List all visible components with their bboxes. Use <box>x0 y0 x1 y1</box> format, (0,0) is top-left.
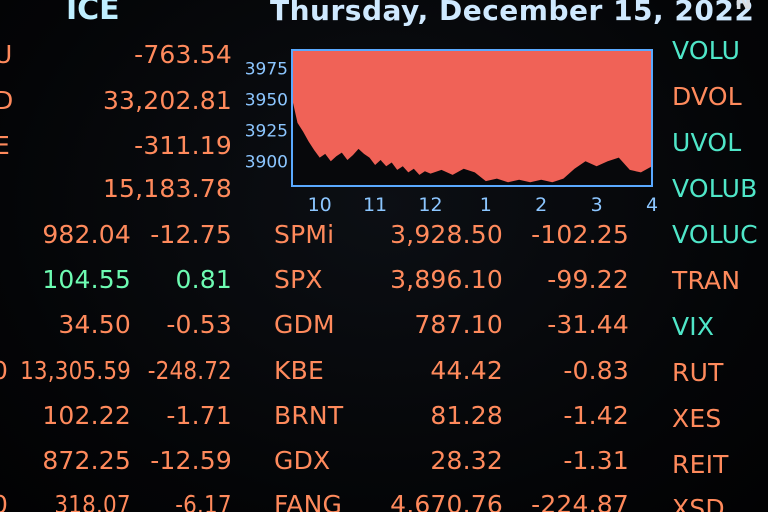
x-tick-label: 2 <box>535 194 547 216</box>
quote-value: 81.28 <box>430 401 503 430</box>
right-label: UVOL <box>672 128 742 157</box>
edge-label: D <box>0 86 14 115</box>
left-value: 102.22 <box>42 401 131 430</box>
left-change: -0.53 <box>166 310 232 339</box>
quote-symbol: SPMi <box>274 220 335 249</box>
right-label: TRAN <box>672 266 741 295</box>
quote-symbol: FANG <box>274 490 343 512</box>
right-label: DVOL <box>672 82 742 111</box>
left-value: 318.07 <box>54 490 131 512</box>
left-value: 104.55 <box>42 265 131 294</box>
quote-change: -224.87 <box>531 490 629 512</box>
quote-symbol: BRNT <box>274 401 344 430</box>
quote-change: -99.22 <box>547 265 629 294</box>
left-change: -248.72 <box>147 356 232 385</box>
x-tick-label: 10 <box>308 194 332 216</box>
top-value: -311.19 <box>134 131 232 160</box>
top-value: -763.54 <box>134 40 232 69</box>
chart-frame <box>291 49 653 187</box>
left-change: -12.59 <box>150 446 232 475</box>
corner-logo: N <box>735 0 752 14</box>
quote-value: 44.42 <box>430 356 503 385</box>
edge-label: 0 <box>0 356 8 386</box>
right-label: XSD <box>672 494 725 512</box>
intraday-chart: 3975 3950 3925 3900 10 11 12 1 2 3 4 <box>238 46 668 218</box>
right-label: VIX <box>672 312 715 341</box>
left-value: 982.04 <box>42 220 131 249</box>
quote-change: -102.25 <box>531 220 629 249</box>
left-value: 34.50 <box>58 310 131 339</box>
quote-symbol: GDM <box>274 310 335 339</box>
quote-change: -1.31 <box>563 446 629 475</box>
x-tick-label: 4 <box>646 194 658 216</box>
right-label: VOLUC <box>672 220 758 249</box>
right-label: RUT <box>672 358 724 387</box>
left-change: -1.71 <box>166 401 232 430</box>
y-tick-label: 3925 <box>245 121 288 141</box>
quote-change: -1.42 <box>563 401 629 430</box>
quote-symbol: SPX <box>274 265 323 294</box>
right-label: VOLUB <box>672 174 758 203</box>
left-change: -12.75 <box>150 220 232 249</box>
left-value: 13,305.59 <box>20 356 131 385</box>
top-value: 15,183.78 <box>102 174 232 203</box>
quote-value: 787.10 <box>414 310 503 339</box>
y-tick-label: 3950 <box>245 90 288 110</box>
top-value: 33,202.81 <box>102 86 232 115</box>
left-value: 872.25 <box>42 446 131 475</box>
quote-value: 3,896.10 <box>390 265 503 294</box>
quote-symbol: KBE <box>274 356 324 385</box>
date-header: Thursday, December 15, 2022 <box>270 0 755 27</box>
x-tick-label: 3 <box>591 194 603 216</box>
quote-change: -0.83 <box>563 356 629 385</box>
x-tick-label: 11 <box>363 194 387 216</box>
right-label: VOLU <box>672 36 741 65</box>
x-tick-label: 12 <box>418 194 442 216</box>
quote-value: 28.32 <box>430 446 503 475</box>
edge-label: 0 <box>0 490 8 512</box>
left-change: -6.17 <box>175 490 232 512</box>
edge-label: E <box>0 131 10 160</box>
right-label: XES <box>672 404 722 433</box>
ice-logo: ICE <box>66 0 120 27</box>
edge-label: U <box>0 40 13 69</box>
quote-symbol: GDX <box>274 446 331 475</box>
left-change: 0.81 <box>175 265 232 294</box>
quote-value: 4,670.76 <box>390 490 503 512</box>
quote-change: -31.44 <box>547 310 629 339</box>
chart-series-line <box>292 98 652 186</box>
y-tick-label: 3900 <box>245 152 288 172</box>
right-label: REIT <box>672 450 729 479</box>
y-tick-label: 3975 <box>245 60 288 80</box>
quote-value: 3,928.50 <box>390 220 503 249</box>
x-tick-label: 1 <box>480 194 492 216</box>
